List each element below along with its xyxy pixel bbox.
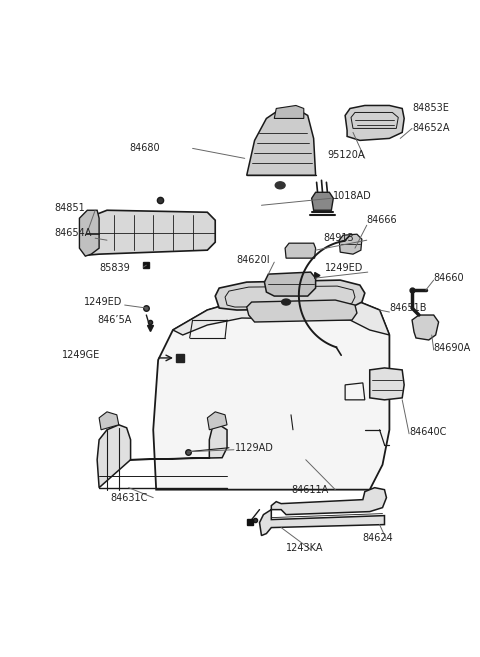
- Text: 85839: 85839: [99, 263, 130, 273]
- Text: 1243KA: 1243KA: [286, 543, 324, 553]
- Text: 84651B: 84651B: [389, 303, 427, 313]
- Text: 84853E: 84853E: [412, 103, 449, 114]
- Polygon shape: [370, 368, 404, 400]
- Text: 1129AD: 1129AD: [235, 443, 274, 453]
- Polygon shape: [285, 243, 316, 258]
- Text: 84680: 84680: [130, 143, 160, 153]
- Text: 84620I: 84620I: [237, 255, 271, 265]
- Text: 84640C: 84640C: [409, 427, 446, 437]
- Text: 846’5A: 846’5A: [97, 315, 132, 325]
- Polygon shape: [84, 210, 215, 255]
- Polygon shape: [339, 234, 362, 254]
- Text: 84690A: 84690A: [434, 343, 471, 353]
- Polygon shape: [215, 280, 365, 310]
- Polygon shape: [260, 487, 386, 535]
- Polygon shape: [247, 300, 357, 322]
- Text: 1249ED: 1249ED: [84, 297, 123, 307]
- Polygon shape: [79, 210, 99, 256]
- Text: 84631C: 84631C: [110, 493, 147, 503]
- Text: 84851: 84851: [55, 203, 85, 214]
- Text: 84624: 84624: [363, 533, 394, 543]
- Polygon shape: [97, 425, 227, 487]
- Text: 84660: 84660: [434, 273, 464, 283]
- Ellipse shape: [282, 299, 290, 305]
- Text: 84652A: 84652A: [412, 124, 450, 133]
- Text: 84666: 84666: [367, 215, 397, 225]
- Polygon shape: [274, 106, 304, 118]
- Text: 95120A: 95120A: [327, 150, 365, 160]
- Text: 1018AD: 1018AD: [333, 191, 372, 201]
- Polygon shape: [247, 108, 316, 175]
- Polygon shape: [207, 412, 227, 430]
- Polygon shape: [345, 106, 404, 141]
- Ellipse shape: [275, 182, 285, 189]
- Text: 1249ED: 1249ED: [325, 263, 364, 273]
- Text: 84913: 84913: [324, 233, 354, 243]
- Text: 1249GE: 1249GE: [62, 350, 100, 360]
- Polygon shape: [173, 300, 389, 335]
- Text: 84611A: 84611A: [291, 485, 328, 495]
- Polygon shape: [312, 193, 333, 210]
- Polygon shape: [153, 300, 389, 489]
- Polygon shape: [412, 315, 439, 340]
- Text: 84654A: 84654A: [55, 228, 92, 238]
- Polygon shape: [264, 272, 316, 296]
- Polygon shape: [99, 412, 119, 430]
